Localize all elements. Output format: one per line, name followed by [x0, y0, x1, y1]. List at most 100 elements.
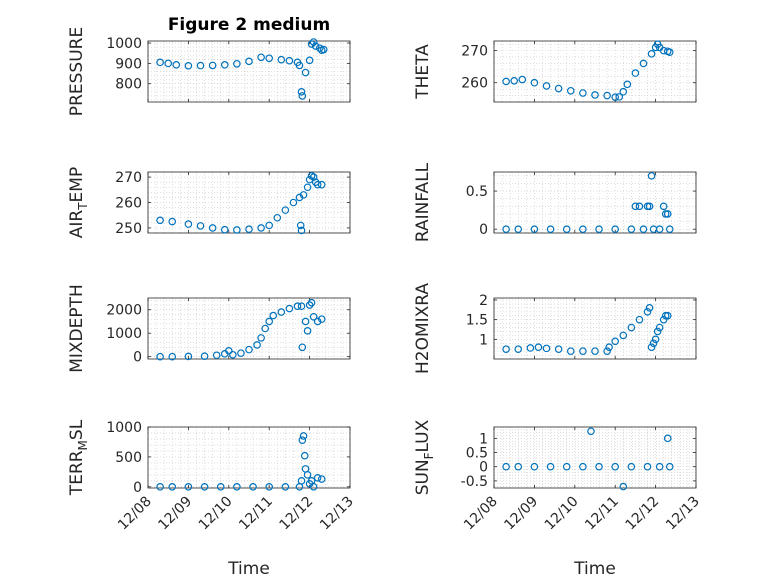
data-point [269, 311, 278, 320]
y-axis-label: THETA [413, 44, 433, 100]
x-axis-label: Time [227, 559, 270, 579]
data-point [530, 462, 539, 471]
y-tick-label: 1000 [106, 420, 142, 436]
data-point [591, 347, 599, 355]
data-point [309, 312, 318, 321]
data-point [615, 93, 624, 101]
data-point [611, 462, 620, 471]
data-point [562, 225, 571, 233]
y-tick-label: 1 [479, 332, 488, 348]
data-point [265, 317, 274, 326]
data-point [317, 475, 326, 483]
data-point [514, 225, 523, 233]
data-point [277, 55, 286, 64]
data-point [168, 483, 177, 491]
data-point [184, 483, 193, 491]
data-point [156, 352, 164, 361]
data-point [212, 351, 221, 360]
data-point [647, 343, 656, 351]
data-point [603, 347, 611, 355]
data-point [502, 77, 510, 86]
data-point [554, 84, 563, 93]
data-point [534, 343, 543, 351]
data-point [297, 302, 306, 311]
data-point [257, 53, 265, 62]
data-point [298, 436, 307, 444]
subplot-rainfall: 0 0.5 RAINFALL [413, 162, 697, 242]
data-point [299, 191, 308, 199]
data-point [611, 337, 620, 346]
x-tick-label: 12/13 [663, 494, 703, 534]
data-point [172, 60, 181, 69]
data-point [300, 451, 309, 460]
data-point [542, 82, 551, 90]
x-tick-label: 12/08 [115, 494, 155, 534]
data-point [530, 78, 539, 87]
data-point [293, 302, 302, 311]
data-point [273, 213, 282, 222]
y-axis-label: RAINFALL [413, 162, 433, 242]
data-point [579, 462, 587, 471]
data-point [196, 222, 205, 230]
y-tick-label: 500 [115, 450, 142, 466]
data-point [627, 225, 636, 233]
data-point [200, 352, 209, 360]
data-point [655, 462, 664, 471]
data-point [277, 308, 286, 316]
data-point [313, 474, 322, 482]
data-point [184, 352, 193, 361]
data-point [311, 42, 320, 50]
y-tick-label: 260 [461, 76, 488, 92]
data-point [233, 226, 241, 234]
data-point [526, 344, 535, 352]
data-point [627, 462, 636, 471]
data-point [156, 483, 164, 491]
data-point [309, 483, 318, 491]
data-point [295, 61, 304, 70]
data-point [307, 40, 316, 48]
data-point [196, 61, 205, 70]
data-point [659, 202, 668, 211]
x-tick-label: 12/12 [277, 494, 317, 534]
data-point [562, 462, 571, 471]
data-point [546, 462, 555, 471]
subplot-air: 250 260 270 AIRTEMP [67, 167, 351, 238]
y-tick-label: 0 [479, 460, 488, 476]
data-point [297, 88, 306, 96]
y-tick-label: 1000 [106, 326, 142, 342]
data-point [655, 323, 664, 332]
data-point [220, 225, 229, 234]
data-point [663, 210, 672, 218]
data-point [233, 59, 241, 68]
subplot-h2omixra: 1 1.5 2 H2OMIXRA [413, 283, 697, 374]
y-axis-label: MIXDEPTH [67, 284, 87, 373]
x-tick-label: 12/13 [317, 494, 357, 534]
data-point [663, 311, 672, 320]
data-point [303, 183, 312, 192]
data-point [281, 206, 290, 214]
data-point [647, 50, 656, 58]
axes-box [493, 171, 697, 234]
x-tick-label: 12/11 [236, 494, 276, 534]
data-point [200, 483, 209, 491]
y-axis-label: H2OMIXRA [413, 283, 433, 374]
data-point [303, 327, 312, 335]
data-point [645, 304, 654, 312]
y-tick-label: 1.5 [466, 313, 488, 329]
data-point [265, 221, 274, 230]
data-point [579, 89, 587, 97]
data-point [611, 93, 620, 101]
data-point [502, 345, 510, 353]
data-point [297, 477, 306, 485]
x-tick-label: 12/09 [155, 494, 195, 534]
data-point [603, 91, 611, 100]
data-point [542, 344, 551, 353]
data-point [635, 202, 644, 211]
data-point [566, 347, 575, 355]
data-point [305, 301, 314, 309]
data-point [649, 339, 658, 348]
data-point [249, 483, 257, 491]
y-tick-label: 0 [479, 222, 488, 238]
y-axis-label: SUNFLUX [413, 419, 436, 495]
